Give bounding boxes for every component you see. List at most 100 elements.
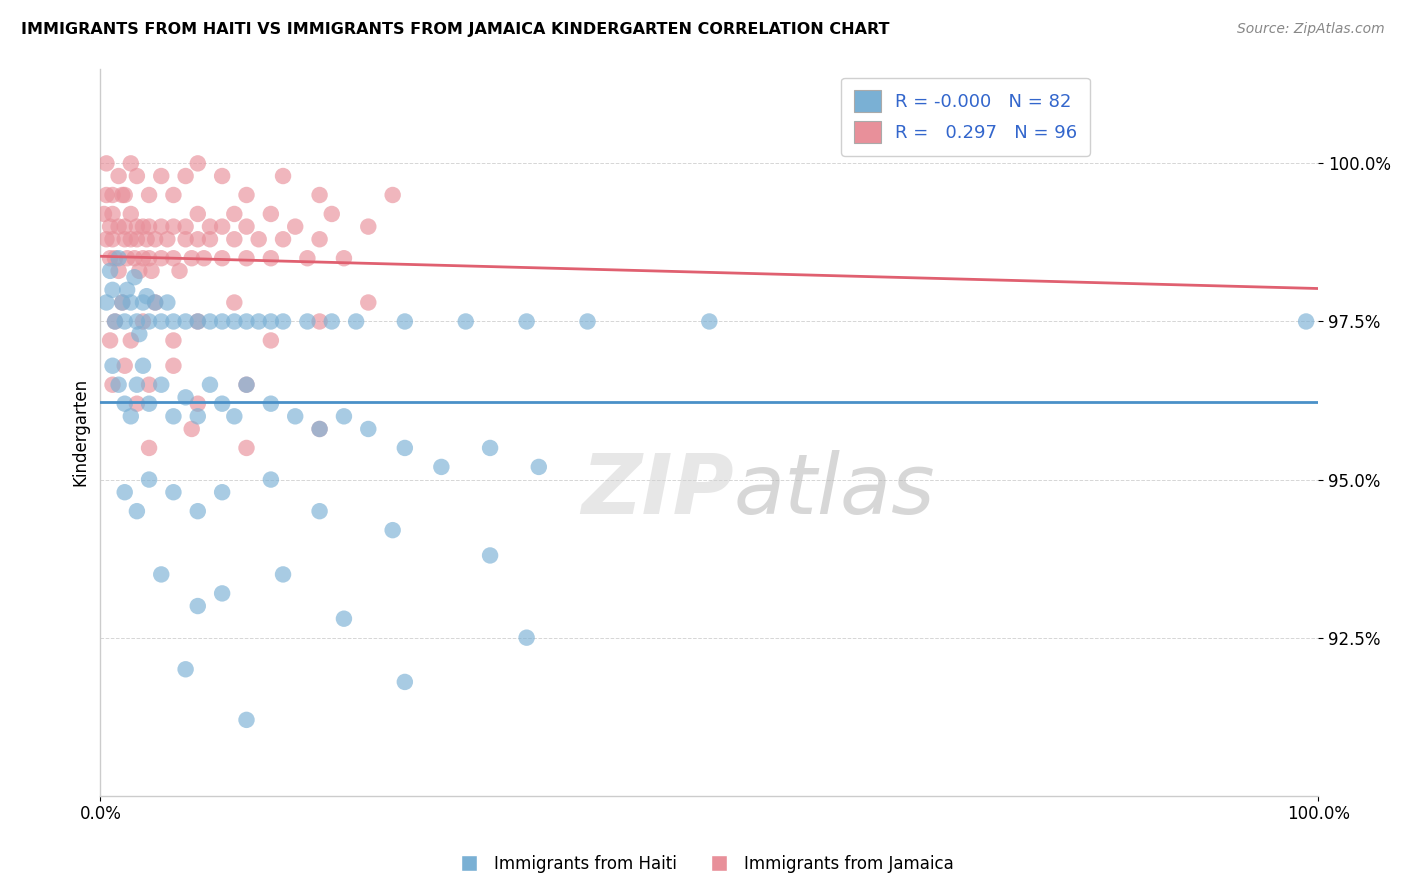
Point	[187, 409, 209, 424]
Point	[235, 377, 257, 392]
Point	[132, 314, 155, 328]
Point	[120, 156, 142, 170]
Point	[271, 169, 294, 183]
Point	[211, 485, 233, 500]
Point	[174, 390, 197, 404]
Point	[516, 314, 538, 328]
Point	[107, 169, 129, 183]
Point	[235, 219, 257, 234]
Point	[479, 549, 502, 563]
Point	[247, 314, 270, 328]
Point	[247, 232, 270, 246]
Point	[308, 314, 330, 328]
Point	[138, 188, 160, 202]
Point	[430, 459, 453, 474]
Point	[162, 334, 184, 348]
Point	[321, 207, 343, 221]
Point	[143, 295, 166, 310]
Point	[454, 314, 477, 328]
Point	[187, 314, 209, 328]
Point	[125, 169, 148, 183]
Point	[479, 441, 502, 455]
Point	[132, 295, 155, 310]
Point	[114, 232, 136, 246]
Point	[187, 314, 209, 328]
Point	[235, 252, 257, 266]
Point	[284, 219, 307, 234]
Point	[143, 232, 166, 246]
Point	[187, 232, 209, 246]
Point	[321, 314, 343, 328]
Point	[271, 314, 294, 328]
Point	[115, 252, 138, 266]
Text: ZIP: ZIP	[581, 450, 734, 531]
Point	[308, 422, 330, 436]
Point	[224, 295, 246, 310]
Point	[344, 314, 367, 328]
Point	[162, 485, 184, 500]
Point	[180, 422, 202, 436]
Point	[138, 473, 160, 487]
Point	[162, 314, 184, 328]
Point	[125, 377, 148, 392]
Point	[381, 523, 404, 537]
Point	[107, 264, 129, 278]
Point	[125, 504, 148, 518]
Point	[162, 252, 184, 266]
Point	[187, 207, 209, 221]
Point	[187, 397, 209, 411]
Point	[93, 207, 115, 221]
Point	[150, 567, 173, 582]
Point	[394, 314, 416, 328]
Point	[107, 252, 129, 266]
Point	[120, 207, 142, 221]
Point	[357, 295, 380, 310]
Point	[284, 409, 307, 424]
Point	[111, 188, 134, 202]
Point	[162, 219, 184, 234]
Point	[107, 377, 129, 392]
Point	[187, 599, 209, 613]
Point	[96, 156, 118, 170]
Point	[198, 377, 221, 392]
Point	[162, 359, 184, 373]
Point	[516, 631, 538, 645]
Legend: Immigrants from Haiti, Immigrants from Jamaica: Immigrants from Haiti, Immigrants from J…	[446, 848, 960, 880]
Point	[333, 612, 356, 626]
Point	[308, 422, 330, 436]
Point	[576, 314, 599, 328]
Point	[98, 334, 121, 348]
Point	[138, 441, 160, 455]
Point	[260, 207, 283, 221]
Point	[211, 252, 233, 266]
Point	[297, 252, 319, 266]
Point	[198, 314, 221, 328]
Point	[235, 441, 257, 455]
Point	[1295, 314, 1317, 328]
Point	[150, 314, 173, 328]
Point	[381, 188, 404, 202]
Point	[141, 264, 163, 278]
Point	[211, 219, 233, 234]
Point	[697, 314, 720, 328]
Point	[198, 219, 221, 234]
Point	[187, 156, 209, 170]
Y-axis label: Kindergarten: Kindergarten	[72, 378, 89, 486]
Point	[260, 334, 283, 348]
Point	[132, 219, 155, 234]
Point	[150, 169, 173, 183]
Point	[174, 662, 197, 676]
Point	[96, 295, 118, 310]
Point	[333, 409, 356, 424]
Point	[224, 314, 246, 328]
Point	[101, 377, 124, 392]
Point	[125, 314, 148, 328]
Point	[162, 188, 184, 202]
Point	[224, 207, 246, 221]
Point	[260, 252, 283, 266]
Point	[135, 289, 157, 303]
Point	[124, 252, 146, 266]
Point	[114, 314, 136, 328]
Point	[104, 314, 127, 328]
Point	[101, 207, 124, 221]
